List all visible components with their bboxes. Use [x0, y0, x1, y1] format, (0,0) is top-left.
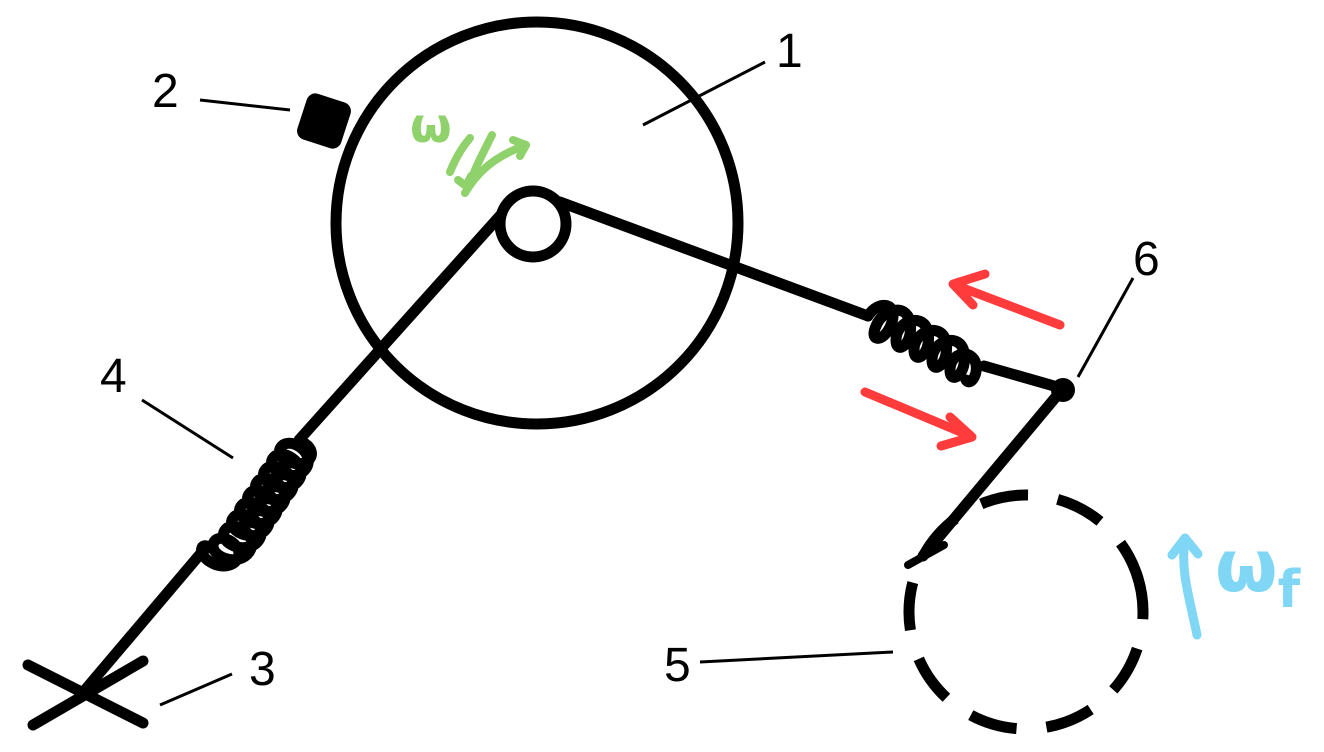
force-arrows: [860, 269, 1065, 451]
lower-left-rod: [79, 546, 208, 696]
label-3: 3: [249, 643, 276, 696]
omega-f-symbol: ω: [1215, 524, 1278, 608]
spring-right: [862, 300, 982, 388]
leader-6: [1076, 277, 1135, 378]
leader-3: [159, 672, 233, 707]
label-4: 4: [100, 350, 127, 403]
anchor-3-stroke-b: [27, 655, 149, 731]
right-rod: [554, 196, 874, 322]
label-5: 5: [664, 639, 691, 692]
label-1: 1: [776, 25, 803, 78]
spring-4: [196, 436, 317, 572]
label-6: 6: [1133, 233, 1160, 286]
leader-4: [141, 398, 234, 460]
block: [297, 93, 351, 149]
dashed-wheel-5: [903, 489, 1149, 735]
omega-f-subscript: f: [1277, 560, 1301, 620]
leader-5: [699, 650, 894, 664]
label-2: 2: [152, 65, 179, 118]
left-rod: [293, 202, 513, 446]
main-disk: [330, 16, 744, 430]
hub: [494, 185, 572, 263]
omega-label: ω: [410, 98, 452, 154]
omega-arrows: [446, 131, 530, 197]
omega-f-label: ωf: [1215, 530, 1300, 620]
omega-f-arrow: [1167, 533, 1203, 640]
leader-1: [642, 60, 766, 127]
spring-right-tail: [978, 360, 1067, 394]
leader-2: [199, 98, 291, 112]
